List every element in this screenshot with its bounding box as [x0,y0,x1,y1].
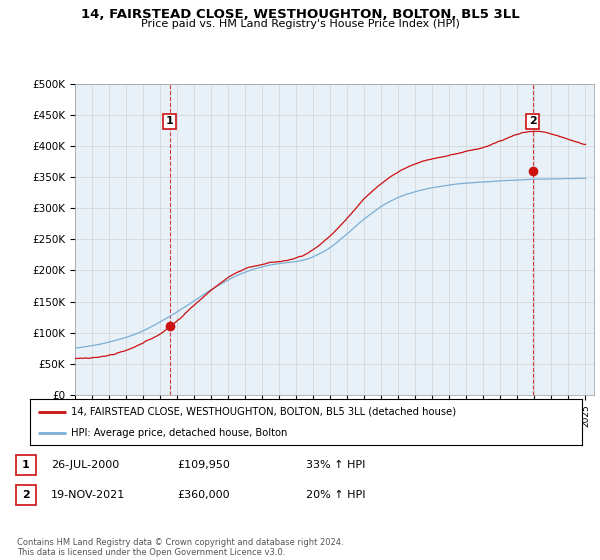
Text: 14, FAIRSTEAD CLOSE, WESTHOUGHTON, BOLTON, BL5 3LL: 14, FAIRSTEAD CLOSE, WESTHOUGHTON, BOLTO… [80,8,520,21]
Text: 2: 2 [529,116,536,127]
Text: 33% ↑ HPI: 33% ↑ HPI [306,460,365,470]
Text: 19-NOV-2021: 19-NOV-2021 [51,489,125,500]
Text: 2: 2 [22,489,29,500]
Text: 26-JUL-2000: 26-JUL-2000 [51,460,119,470]
Text: £109,950: £109,950 [177,460,230,470]
Text: 1: 1 [166,116,173,127]
Text: HPI: Average price, detached house, Bolton: HPI: Average price, detached house, Bolt… [71,428,288,438]
Text: 20% ↑ HPI: 20% ↑ HPI [306,489,365,500]
Text: 14, FAIRSTEAD CLOSE, WESTHOUGHTON, BOLTON, BL5 3LL (detached house): 14, FAIRSTEAD CLOSE, WESTHOUGHTON, BOLTO… [71,407,457,417]
Text: £360,000: £360,000 [177,489,230,500]
Text: 1: 1 [22,460,29,470]
Text: Contains HM Land Registry data © Crown copyright and database right 2024.
This d: Contains HM Land Registry data © Crown c… [17,538,343,557]
Text: Price paid vs. HM Land Registry's House Price Index (HPI): Price paid vs. HM Land Registry's House … [140,19,460,29]
